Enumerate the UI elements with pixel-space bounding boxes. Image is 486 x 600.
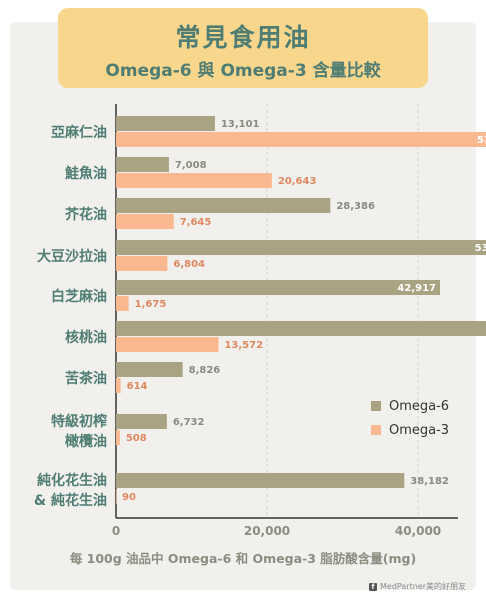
bar-omega-3 <box>116 173 272 188</box>
facebook-icon: f <box>369 582 378 591</box>
bar-omega-6 <box>116 321 486 336</box>
bar-omega-6 <box>116 240 486 255</box>
legend-item-omega6: Omega-6 <box>371 394 449 418</box>
category-label: 白芝麻油 <box>51 288 107 305</box>
bar-omega-3 <box>116 378 121 393</box>
bar-omega-6 <box>116 414 167 429</box>
category-label: 大豆沙拉油 <box>37 248 107 265</box>
bar-omega-6 <box>116 157 169 172</box>
category-label: 特級初榨 <box>51 413 107 430</box>
data-label: 38,182 <box>410 476 449 487</box>
bar-omega-3 <box>116 430 120 445</box>
bar-omega-6 <box>116 198 331 213</box>
bar-omega-3 <box>116 214 174 229</box>
data-label: 53,140 <box>475 243 486 254</box>
x-axis-label: 每 100g 油品中 Omega-6 和 Omega-3 脂肪酸含量(mg) <box>69 551 417 566</box>
x-tick-label: 0 <box>112 524 120 538</box>
data-label: 1,675 <box>135 299 167 310</box>
legend-label-omega3: Omega-3 <box>389 422 450 438</box>
category-label: 純化花生油 <box>37 472 107 489</box>
data-label: 20,643 <box>278 176 317 187</box>
data-label: 13,572 <box>224 340 263 351</box>
data-label: 28,386 <box>336 201 375 212</box>
data-label: 7,008 <box>175 160 207 171</box>
source-text: MedPartner美的好朋友 <box>380 582 466 591</box>
data-label: 7,645 <box>180 217 212 228</box>
data-label: 6,732 <box>173 417 205 428</box>
title-banner: 常見食用油 Omega-6 與 Omega-3 含量比較 <box>58 8 428 88</box>
data-label: 6,804 <box>173 259 205 270</box>
chart-panel <box>10 22 476 590</box>
bar-omega-3 <box>116 256 168 271</box>
bar-omega-3 <box>116 296 129 311</box>
legend-swatch-omega3 <box>371 425 381 435</box>
category-label: & 純花生油 <box>34 492 107 509</box>
x-tick-label: 20,000 <box>244 524 290 538</box>
data-label: 614 <box>127 381 148 392</box>
data-label: 42,917 <box>397 283 436 294</box>
category-label: 鮭魚油 <box>64 165 107 182</box>
bar-omega-6 <box>116 362 183 377</box>
legend-label-omega6: Omega-6 <box>389 398 450 414</box>
bar-omega-6 <box>116 280 441 295</box>
category-label: 亞麻仁油 <box>51 124 107 141</box>
category-label: 芥花油 <box>65 206 107 223</box>
data-label: 13,101 <box>221 119 260 130</box>
bar-omega-6 <box>116 473 405 488</box>
category-label: 苦茶油 <box>65 370 107 387</box>
data-label: 90 <box>122 492 136 503</box>
bar-omega-3 <box>116 132 486 147</box>
bar-omega-6 <box>116 116 215 131</box>
source-credit: f MedPartner美的好朋友 <box>369 581 466 592</box>
data-label: 508 <box>126 433 147 444</box>
legend-item-omega3: Omega-3 <box>371 418 449 442</box>
bar-omega-3 <box>116 489 117 504</box>
data-label: 53,440 <box>477 135 486 146</box>
bar-omega-3 <box>116 337 219 352</box>
data-label: 8,826 <box>189 365 221 376</box>
x-tick-label: 40,000 <box>395 524 441 538</box>
legend: Omega-6 Omega-3 <box>371 394 449 442</box>
category-label: 核桃油 <box>65 329 107 346</box>
chart-subtitle: Omega-6 與 Omega-3 含量比較 <box>105 61 381 81</box>
legend-swatch-omega6 <box>371 401 381 411</box>
chart-title: 常見食用油 <box>175 23 311 52</box>
category-label: 橄欖油 <box>65 433 107 450</box>
